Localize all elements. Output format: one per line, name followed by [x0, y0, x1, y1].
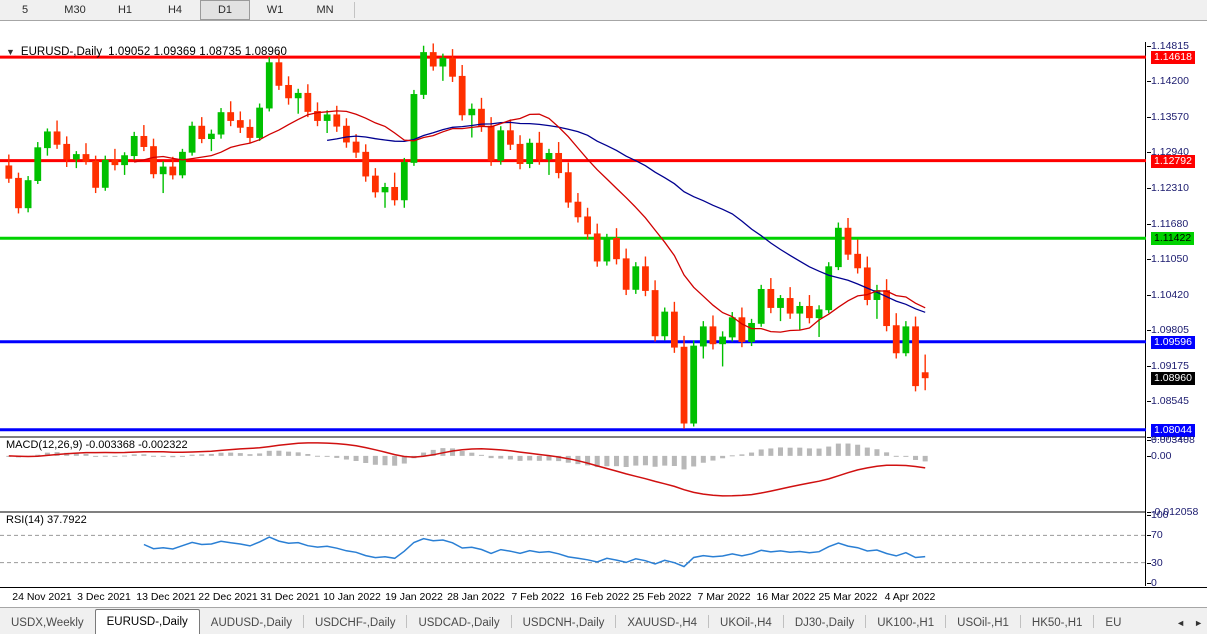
symbol-tab-bar[interactable]: USDX,Weekly EURUSD-,Daily AUDUSD-,Daily USD… [0, 607, 1207, 634]
timeframe-m30[interactable]: M30 [50, 0, 100, 20]
price-tick-label: 1.09175 [1151, 359, 1189, 372]
tab-usdcnh-daily[interactable]: USDCNH-,Daily [511, 612, 616, 634]
chart-collapse-icon[interactable]: ▼ [6, 47, 15, 57]
toolbar-divider [354, 2, 355, 18]
chart-symbol-label: EURUSD-,Daily [20, 46, 103, 58]
date-axis-label: 7 Mar 2022 [697, 591, 751, 603]
timeframe-5[interactable]: 5 [0, 0, 50, 20]
price-tick-label: 1.14815 [1151, 40, 1189, 52]
price-level-label-blue[interactable]: 1.08044 [1151, 423, 1195, 437]
macd-tick-label: 0.003408 [1151, 434, 1195, 446]
price-tick-label: 1.08545 [1151, 395, 1189, 408]
price-canvas [0, 43, 1146, 568]
price-level-label-blue[interactable]: 1.09596 [1151, 335, 1195, 349]
price-tick-mark [1147, 295, 1151, 297]
price-scale[interactable]: 1.14815 1.14200 1.13570 1.12940 1.12310 1.116… [1147, 40, 1207, 589]
tab-dj30-daily[interactable]: DJ30-,Daily [783, 612, 866, 634]
macd-tick-label: 0.00 [1151, 449, 1172, 462]
price-tick-label: 1.12310 [1151, 181, 1189, 194]
macd-tick-mark [1147, 455, 1151, 457]
tab-uk100-h1[interactable]: UK100-,H1 [866, 612, 946, 634]
date-axis-label: 25 Feb 2022 [632, 591, 692, 603]
timeframe-h1[interactable]: H1 [100, 0, 150, 20]
tab-usoil-h1[interactable]: USOil-,H1 [946, 612, 1020, 634]
tab-audusd-daily[interactable]: AUDUSD-,Daily [199, 612, 303, 634]
rsi-tick-label: 100 [1151, 509, 1169, 521]
price-tick-mark [1147, 401, 1151, 403]
tab-xauusd-h4[interactable]: XAUUSD-,H4 [616, 612, 709, 634]
tab-eu[interactable]: EU [1094, 612, 1133, 634]
date-axis-label: 28 Jan 2022 [447, 591, 505, 603]
date-axis-label: 19 Jan 2022 [385, 591, 443, 603]
price-level-label-red[interactable]: 1.14618 [1151, 51, 1195, 65]
chart-area[interactable]: ▼ EURUSD-,Daily 1.09052 1.09369 1.08735 … [0, 21, 1207, 634]
date-axis-label: 13 Dec 2021 [136, 591, 196, 603]
macd-tick-mark [1147, 440, 1151, 441]
tab-usdx-weekly[interactable]: USDX,Weekly [0, 612, 95, 634]
macd-tick-label: -0.012058 [1151, 506, 1199, 518]
rsi-tick-mark [1147, 562, 1151, 564]
date-axis-label: 16 Feb 2022 [570, 591, 630, 603]
price-tick-label: 1.10420 [1151, 289, 1189, 302]
date-axis-label: 10 Jan 2022 [323, 591, 381, 603]
macd-caption: MACD(12,26,9) -0.003368 -0.002322 [6, 439, 188, 451]
date-axis-label: 4 Apr 2022 [884, 591, 936, 603]
timeframe-h4[interactable]: H4 [150, 0, 200, 20]
date-axis-label: 3 Dec 2021 [77, 591, 131, 603]
chart-title-row: ▼ EURUSD-,Daily 1.09052 1.09369 1.08735 … [0, 43, 287, 61]
tab-hk50-h1[interactable]: HK50-,H1 [1020, 612, 1094, 634]
timeframe-d1[interactable]: D1 [200, 0, 250, 20]
date-axis-label: 7 Feb 2022 [511, 591, 565, 603]
timeframe-w1[interactable]: W1 [250, 0, 300, 20]
chart-ohlc-values: 1.09052 1.09369 1.08735 1.08960 [108, 46, 288, 58]
rsi-caption: RSI(14) 37.7922 [6, 514, 87, 526]
price-tick-mark [1147, 223, 1151, 225]
candlestick-series [5, 43, 929, 429]
price-tick-mark [1147, 365, 1151, 367]
tab-scroll-right-icon[interactable]: ► [1194, 618, 1203, 628]
date-axis-label: 22 Dec 2021 [198, 591, 258, 603]
price-tick-label: 1.11680 [1151, 217, 1189, 230]
price-tick-mark [1147, 46, 1151, 47]
tab-ukoil-h4[interactable]: UKOil-,H4 [709, 612, 783, 634]
tab-usdcad-daily[interactable]: USDCAD-,Daily [407, 612, 511, 634]
rsi-tick-mark [1147, 535, 1151, 537]
rsi-line [143, 536, 926, 568]
price-tick-label: 1.13570 [1151, 110, 1189, 123]
price-tick-mark [1147, 187, 1151, 189]
tab-scroll-controls[interactable]: ◄ ► [1172, 612, 1207, 634]
timeframe-toolbar[interactable]: 5 M30 H1 H4 D1 W1 MN [0, 0, 1207, 21]
macd-histogram [6, 443, 928, 470]
ma-slow-line [327, 121, 926, 313]
rsi-tick-label: 0 [1151, 577, 1157, 589]
price-tick-mark [1147, 329, 1151, 331]
price-tick-mark [1147, 116, 1151, 118]
tab-scroll-left-icon[interactable]: ◄ [1176, 618, 1186, 628]
date-axis-label: 25 Mar 2022 [818, 591, 878, 603]
price-level-label-black[interactable]: 1.08960 [1151, 371, 1195, 385]
price-tick-mark [1147, 152, 1151, 154]
price-tick-mark [1147, 259, 1151, 261]
date-axis-label: 31 Dec 2021 [260, 591, 320, 603]
rsi-tick-mark [1147, 515, 1151, 516]
price-tick-mark [1147, 437, 1151, 438]
tab-usdchf-daily[interactable]: USDCHF-,Daily [303, 612, 407, 634]
price-level-label-red[interactable]: 1.12792 [1151, 154, 1195, 168]
price-level-label-green[interactable]: 1.11422 [1151, 232, 1195, 246]
date-axis-label: 16 Mar 2022 [756, 591, 816, 603]
macd-tick-mark [1147, 512, 1151, 513]
price-plot[interactable] [0, 42, 1146, 586]
price-tick-label: 1.11050 [1151, 253, 1189, 266]
price-tick-label: 1.14200 [1151, 74, 1189, 87]
date-axis-label: 24 Nov 2021 [12, 591, 72, 603]
date-axis: 24 Nov 2021 3 Dec 2021 13 Dec 2021 22 Dec 2… [0, 587, 1207, 607]
timeframe-mn[interactable]: MN [300, 0, 350, 20]
price-tick-mark [1147, 80, 1151, 82]
macd-signal-line [8, 442, 926, 497]
price-tick-label: 1.09805 [1151, 323, 1189, 336]
rsi-tick-label: 30 [1151, 556, 1163, 569]
rsi-tick-label: 70 [1151, 529, 1163, 542]
rsi-tick-mark [1147, 583, 1151, 584]
ma-fast-line [134, 110, 926, 333]
